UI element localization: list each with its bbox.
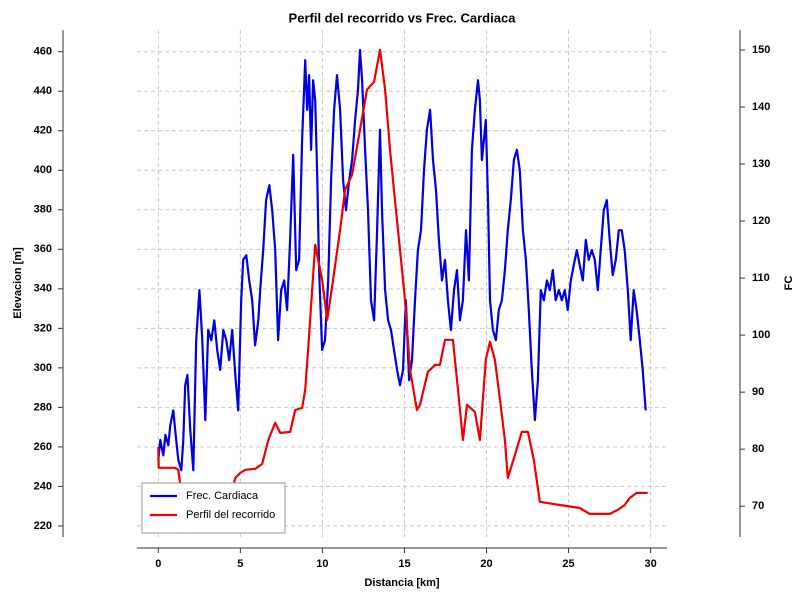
legend-box xyxy=(141,482,286,534)
y-tick-label: 380 xyxy=(34,204,52,216)
y2-tick-label: 110 xyxy=(752,272,770,284)
data-line xyxy=(157,48,648,524)
legend-label: Perfil del recorrido xyxy=(186,509,275,521)
y-tick-label: 240 xyxy=(34,480,52,492)
y-tick-label: 220 xyxy=(34,520,52,532)
y-axis-label: Elevacion [m] xyxy=(12,247,24,319)
y-tick-label: 460 xyxy=(34,46,52,58)
y-tick-label: 340 xyxy=(34,283,52,295)
legend: Frec. Cardiaca Perfil del recorrido xyxy=(141,482,286,534)
legend-label: Frec. Cardiaca xyxy=(186,490,259,502)
y2-tick-label: 90 xyxy=(752,386,764,398)
y-tick-label: 360 xyxy=(34,243,52,255)
plot-lines xyxy=(157,48,648,524)
y-tick-label: 260 xyxy=(34,441,52,453)
y2-tick-label: 140 xyxy=(752,101,770,113)
y-tick-label: 280 xyxy=(34,401,52,413)
x-tick-label: 5 xyxy=(237,558,243,570)
y2-axis-label: FC xyxy=(783,276,795,291)
y2-tick-label: 100 xyxy=(752,329,770,341)
y-tick-label: 400 xyxy=(34,164,52,176)
x-tick-label: 25 xyxy=(562,558,574,570)
chart-title: Perfil del recorrido vs Frec. Cardiaca xyxy=(289,10,517,25)
x-tick-label: 20 xyxy=(480,558,492,570)
y2-tick-label: 70 xyxy=(752,500,764,512)
x-tick-label: 15 xyxy=(398,558,410,570)
y2-tick-label: 130 xyxy=(752,158,770,170)
grid xyxy=(137,30,667,537)
x-tick-label: 30 xyxy=(644,558,656,570)
y-tick-label: 420 xyxy=(34,125,52,137)
y-tick-label: 440 xyxy=(34,85,52,97)
x-tick-label: 10 xyxy=(316,558,328,570)
x-tick-label: 0 xyxy=(155,558,161,570)
y2-tick-label: 80 xyxy=(752,443,764,455)
y-tick-label: 320 xyxy=(34,322,52,334)
y2-tick-label: 120 xyxy=(752,215,770,227)
y-tick-label: 300 xyxy=(34,362,52,374)
data-line xyxy=(157,48,647,472)
x-axis-label: Distancia [km] xyxy=(364,577,440,589)
y2-tick-label: 150 xyxy=(752,44,770,56)
